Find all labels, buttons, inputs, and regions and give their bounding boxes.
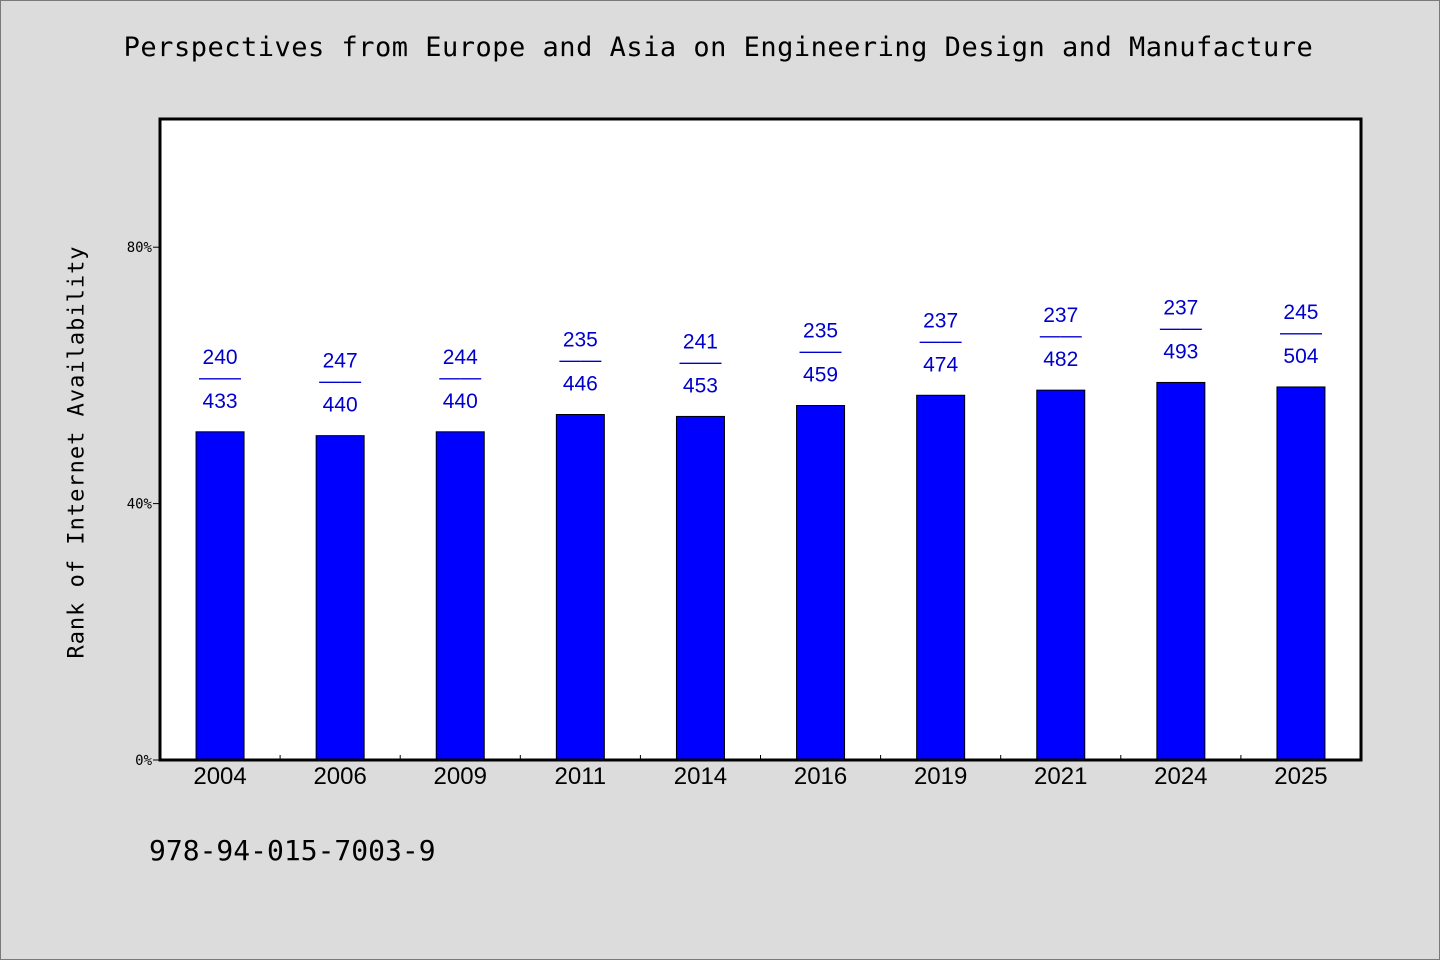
data-label-top-2016: 235 [803,320,838,343]
x-tick-label-2011: 2011 [555,763,607,790]
x-tick-label-2025: 2025 [1274,763,1327,790]
data-label-top-2025: 245 [1283,301,1318,324]
bar-2009 [435,431,485,761]
plot-border [158,117,1363,762]
data-label-top-2004: 240 [203,346,238,369]
data-label-sep-2009: —— [439,366,481,389]
data-label-sep-2006: —— [319,370,361,393]
bar-2021 [1036,389,1086,761]
data-label-top-2009: 244 [443,346,478,369]
bar-2004 [195,431,245,761]
data-label-sep-2014: —— [679,350,721,373]
data-label-bottom-2004: 433 [203,390,238,413]
data-label-sep-2004: —— [199,366,241,389]
data-label-sep-2025: —— [1280,321,1322,344]
data-label-bottom-2011: 446 [563,373,598,396]
x-tick-label-2016: 2016 [794,763,847,790]
data-label-bottom-2021: 482 [1043,348,1078,371]
data-label-bottom-2016: 459 [803,364,838,387]
x-tick-label-2004: 2004 [193,763,246,790]
bar-2016 [796,405,846,761]
footnote-isbn: 978-94-015-7003-9 [149,834,436,867]
data-label-bottom-2006: 440 [323,394,358,417]
y-tick-label-0: 0% [135,753,152,769]
x-tick-label-2024: 2024 [1154,763,1207,790]
data-label-bottom-2014: 453 [683,374,718,397]
y-tick-label-80: 80% [127,240,153,256]
data-label-sep-2011: —— [559,349,601,372]
data-label-sep-2016: —— [800,340,842,363]
data-label-sep-2019: —— [920,329,962,352]
data-label-top-2024: 237 [1163,296,1198,319]
x-tick-label-2006: 2006 [313,763,366,790]
data-label-top-2021: 237 [1043,304,1078,327]
data-label-top-2019: 237 [923,309,958,332]
x-tick-label-2019: 2019 [914,763,967,790]
bar-2025 [1276,386,1326,761]
x-tick-label-2014: 2014 [674,763,727,790]
data-label-top-2006: 247 [323,350,358,373]
bar-2011 [555,414,605,761]
chart-title: Perspectives from Europe and Asia on Eng… [123,32,1314,63]
data-label-sep-2021: —— [1040,324,1082,347]
data-label-sep-2024: —— [1160,316,1202,339]
data-label-bottom-2019: 474 [923,353,958,376]
x-tick-label-2021: 2021 [1034,763,1087,790]
bar-2006 [315,435,365,761]
data-label-bottom-2009: 440 [443,390,478,413]
data-label-bottom-2025: 504 [1283,345,1318,368]
data-label-top-2014: 241 [683,330,718,353]
bar-2019 [916,394,966,761]
y-tick-label-40: 40% [127,497,153,513]
bar-2024 [1156,381,1206,761]
bar-2014 [675,415,725,761]
data-label-bottom-2024: 493 [1163,340,1198,363]
x-tick-label-2009: 2009 [434,763,487,790]
data-label-top-2011: 235 [563,329,598,352]
